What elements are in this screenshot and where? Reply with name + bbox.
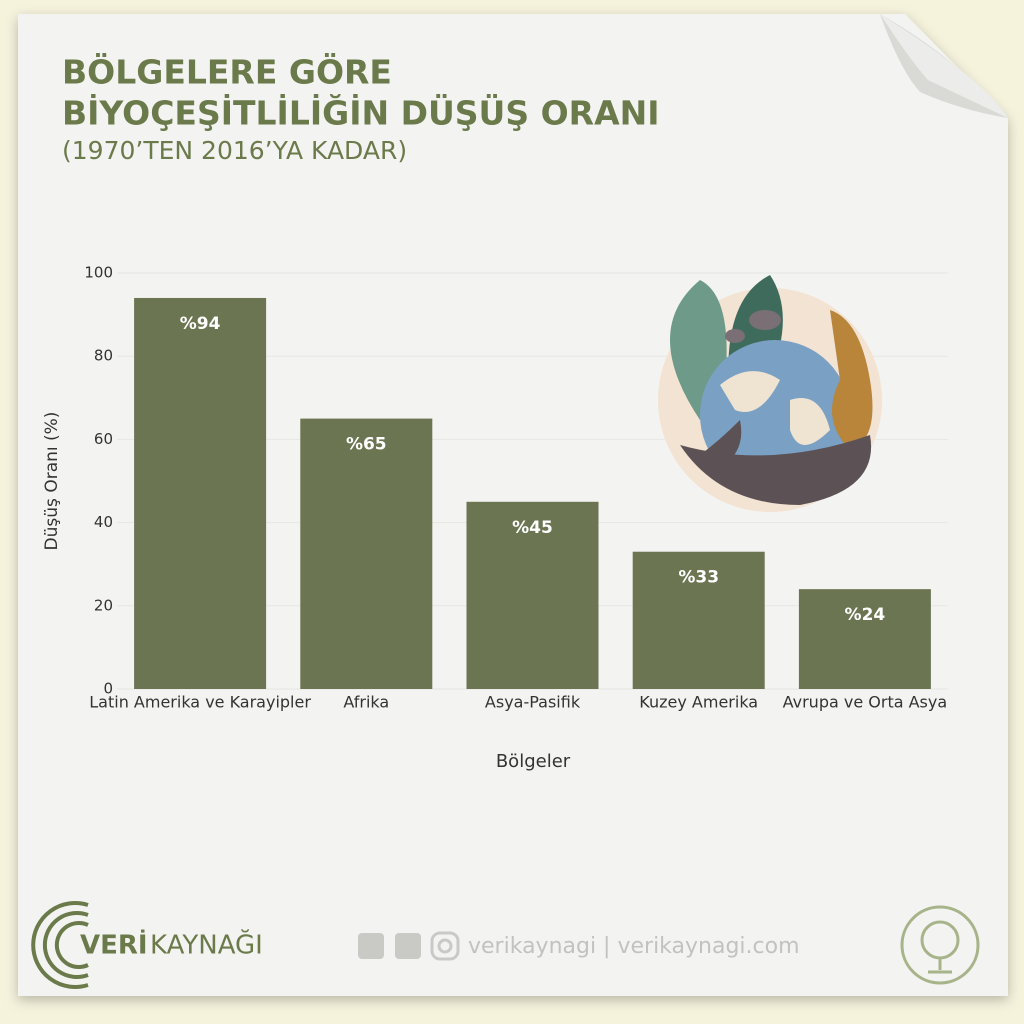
brand-rest: KAYNAĞI: [150, 929, 263, 961]
y-tick-label: 40: [94, 513, 113, 531]
bar: [300, 418, 433, 689]
x-tick-label: Latin Amerika ve Karayipler: [89, 693, 311, 712]
value-label: %33: [678, 568, 719, 588]
value-label: %65: [346, 435, 387, 455]
plot: 0 20 40 60 80 100 Latin Amerika ve Karayipler%…: [84, 264, 948, 712]
bar: [798, 589, 931, 689]
title-line: BİYOÇEŞİTLİLİĞİN DÜŞÜŞ ORANI: [62, 93, 660, 133]
y-tick-label: 60: [94, 430, 113, 448]
social-icons: [358, 931, 460, 961]
value-label: %45: [512, 518, 553, 538]
x-tick-label: Avrupa ve Orta Asya: [783, 693, 948, 712]
y-tick-label: 80: [94, 347, 113, 365]
title-line: BÖLGELERE GÖRE: [62, 52, 392, 92]
page-curl-highlight: [880, 14, 1008, 118]
bar: [632, 551, 765, 689]
x-tick-label: Asya-Pasifik: [485, 693, 581, 712]
bar: [466, 501, 599, 689]
x-tick-label: Afrika: [343, 693, 389, 712]
illustration: [658, 275, 882, 512]
y-tick-label: 20: [94, 596, 113, 614]
x-axis-label: Bölgeler: [496, 751, 571, 772]
value-label: %94: [180, 314, 221, 334]
value-label: %24: [845, 605, 886, 625]
brand-logo: [31, 901, 89, 989]
y-axis-label: Düşüş Oranı (%): [42, 412, 62, 551]
subtitle: (1970’TEN 2016’YA KADAR): [62, 136, 407, 165]
y-tick-label: 100: [84, 264, 113, 282]
brand-bold: VERİ: [80, 929, 148, 961]
bar: [134, 297, 267, 689]
x-tick-label: Kuzey Amerika: [639, 693, 758, 712]
globe-badge: [900, 905, 980, 985]
y-tick-label: 0: [103, 680, 113, 698]
footer-links[interactable]: verikaynagi | verikaynagi.com: [468, 934, 800, 959]
